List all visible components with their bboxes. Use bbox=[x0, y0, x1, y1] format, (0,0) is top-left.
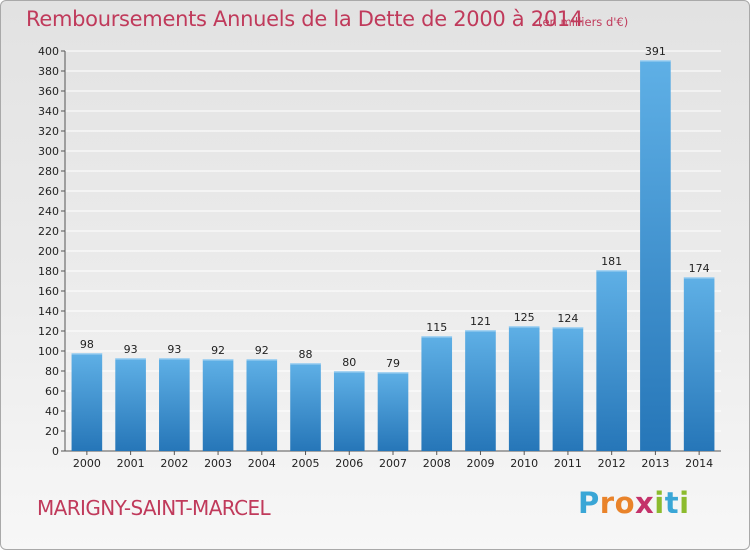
y-tick-label: 140 bbox=[38, 305, 59, 318]
bar-2010 bbox=[508, 326, 540, 451]
value-labels: 98 93 93 92 92 88 80 79 115 121 125 124 181 391 174 bbox=[80, 45, 710, 370]
bar-2003 bbox=[202, 359, 234, 451]
bar-2013 bbox=[640, 60, 671, 451]
x-tick-label-2014: 2014 bbox=[685, 457, 713, 470]
bar-2000 bbox=[71, 353, 103, 451]
y-tick-label: 220 bbox=[38, 225, 59, 238]
bar-highlight bbox=[683, 277, 715, 279]
value-label-2000: 98 bbox=[80, 338, 94, 351]
chart-subtitle: (en milliers d'€) bbox=[538, 15, 629, 29]
value-label-2001: 93 bbox=[124, 343, 138, 356]
bar-highlight bbox=[202, 359, 234, 361]
y-tick-label: 160 bbox=[38, 285, 59, 298]
bar-2012 bbox=[596, 270, 627, 451]
bar-highlight bbox=[552, 327, 584, 329]
bar-2004 bbox=[246, 359, 278, 451]
y-tick-label: 260 bbox=[38, 185, 59, 198]
y-tick-label: 320 bbox=[38, 125, 59, 138]
value-label-2013: 391 bbox=[645, 45, 666, 58]
chart-title: Remboursements Annuels de la Dette de 20… bbox=[26, 7, 583, 31]
y-tick-label: 40 bbox=[45, 405, 59, 418]
bar-2011 bbox=[552, 327, 584, 451]
y-tick-label: 180 bbox=[38, 265, 59, 278]
x-tick-label-2003: 2003 bbox=[204, 457, 232, 470]
x-tick-label-2002: 2002 bbox=[160, 457, 188, 470]
y-tick-label: 20 bbox=[45, 425, 59, 438]
value-label-2010: 125 bbox=[514, 311, 535, 324]
x-tick-label-2006: 2006 bbox=[335, 457, 363, 470]
value-label-2003: 92 bbox=[211, 344, 225, 357]
x-tick-label-2012: 2012 bbox=[598, 457, 626, 470]
y-tick-label: 240 bbox=[38, 205, 59, 218]
bar-highlight bbox=[596, 270, 627, 272]
bar-highlight bbox=[159, 358, 190, 360]
value-label-2009: 121 bbox=[470, 315, 491, 328]
value-label-2011: 124 bbox=[557, 312, 578, 325]
value-label-2007: 79 bbox=[386, 357, 400, 370]
value-label-2008: 115 bbox=[426, 321, 447, 334]
y-tick-label: 80 bbox=[45, 365, 59, 378]
y-tick-label: 380 bbox=[38, 65, 59, 78]
bar-2005 bbox=[290, 363, 321, 451]
bar-highlight bbox=[640, 60, 671, 62]
bar-2006 bbox=[333, 371, 365, 451]
x-tick-label-2005: 2005 bbox=[292, 457, 320, 470]
value-label-2006: 80 bbox=[342, 356, 356, 369]
x-tick-label-2013: 2013 bbox=[641, 457, 669, 470]
value-label-2002: 93 bbox=[167, 343, 181, 356]
bar-highlight bbox=[377, 372, 409, 374]
bar-highlight bbox=[290, 363, 321, 365]
x-tick-label-2009: 2009 bbox=[466, 457, 494, 470]
y-tick-label: 280 bbox=[38, 165, 59, 178]
y-tick-label: 400 bbox=[38, 45, 59, 58]
y-tick-label: 0 bbox=[52, 445, 59, 458]
y-tick-label: 340 bbox=[38, 105, 59, 118]
x-tick-label-2004: 2004 bbox=[248, 457, 276, 470]
x-tick-label-2010: 2010 bbox=[510, 457, 538, 470]
value-label-2005: 88 bbox=[299, 348, 313, 361]
commune-name: MARIGNY-SAINT-MARCEL bbox=[37, 496, 271, 520]
x-tick-label-2007: 2007 bbox=[379, 457, 407, 470]
bar-highlight bbox=[421, 336, 453, 338]
y-tick-label: 200 bbox=[38, 245, 59, 258]
x-tick-label-2011: 2011 bbox=[554, 457, 582, 470]
y-tick-label: 120 bbox=[38, 325, 59, 338]
bar-2007 bbox=[377, 372, 409, 451]
y-tick-label: 60 bbox=[45, 385, 59, 398]
y-tick-label: 100 bbox=[38, 345, 59, 358]
bar-highlight bbox=[333, 371, 365, 373]
bar-2009 bbox=[465, 330, 496, 451]
x-tick-label-2000: 2000 bbox=[73, 457, 101, 470]
bar-2014 bbox=[683, 277, 715, 451]
x-axis-ticks: 2000 2001 2002 2003 2004 2005 2006 2007 2008 2009… bbox=[73, 451, 713, 470]
x-tick-label-2001: 2001 bbox=[117, 457, 145, 470]
proxiti-logo: Proxiti bbox=[578, 486, 690, 520]
value-label-2014: 174 bbox=[689, 262, 710, 275]
y-tick-label: 360 bbox=[38, 85, 59, 98]
value-label-2004: 92 bbox=[255, 344, 269, 357]
bar-highlight bbox=[115, 358, 146, 360]
bars bbox=[71, 60, 715, 451]
bar-highlight bbox=[465, 330, 496, 332]
y-tick-label: 300 bbox=[38, 145, 59, 158]
bar-highlight bbox=[246, 359, 278, 361]
bar-2001 bbox=[115, 358, 146, 451]
bar-highlight bbox=[508, 326, 540, 328]
x-tick-label-2008: 2008 bbox=[423, 457, 451, 470]
bar-2002 bbox=[159, 358, 190, 451]
bar-2008 bbox=[421, 336, 453, 451]
bar-highlight bbox=[71, 353, 103, 355]
value-label-2012: 181 bbox=[601, 255, 622, 268]
y-axis-ticks: 0 20 40 60 80 100 120 140 160 180 200 220 240 260 280 3… bbox=[38, 45, 65, 458]
